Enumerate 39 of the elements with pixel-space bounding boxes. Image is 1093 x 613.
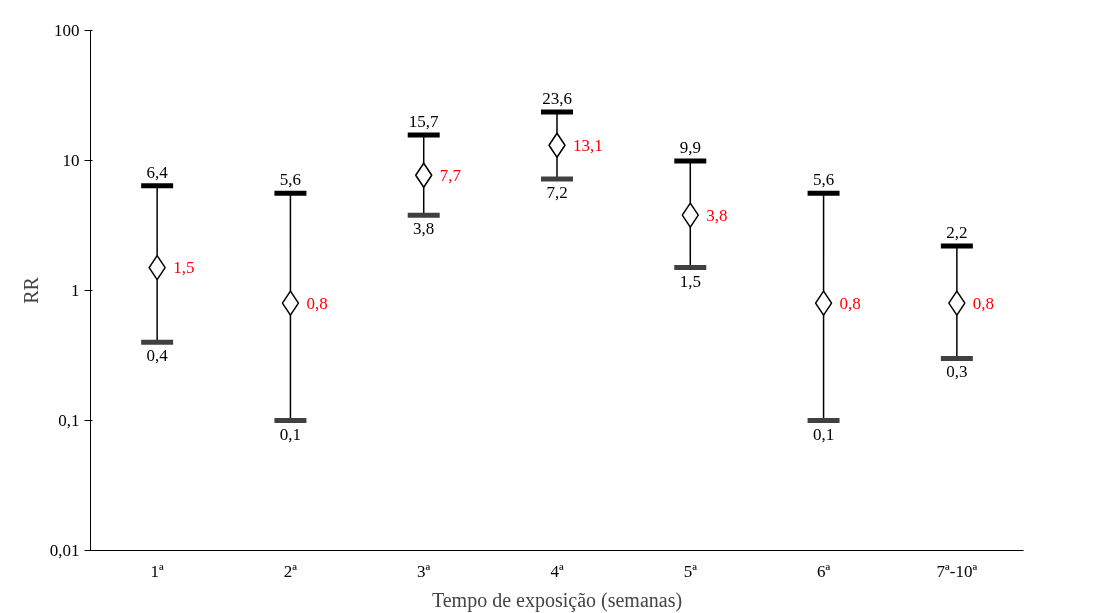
annotation: 5,6 xyxy=(812,170,835,190)
y-axis-title: RR xyxy=(19,276,42,304)
annotation: 7,2 xyxy=(546,183,568,203)
annotation: 2,2 xyxy=(946,222,968,242)
data-label: 0,8 xyxy=(839,293,861,313)
data-label: 0,8 xyxy=(972,293,995,313)
point xyxy=(681,202,700,228)
data-label: 7,7 xyxy=(439,165,462,185)
y-tick-label: 1 xyxy=(71,281,80,300)
point xyxy=(414,162,433,189)
data-label: 1,5 xyxy=(173,258,195,278)
y-tick-label: 100 xyxy=(54,21,80,40)
annotation: 0,1 xyxy=(279,424,302,444)
x-tick-label: 4ª xyxy=(550,561,564,581)
annotation: 0,4 xyxy=(146,346,169,366)
data-label: 13,1 xyxy=(573,135,603,155)
y-tick-label: 10 xyxy=(62,151,80,170)
y-tick-label: 0,1 xyxy=(58,411,80,430)
data-label: 0,8 xyxy=(306,293,328,313)
x-tick-label: 7ª-10ª xyxy=(936,561,978,581)
x-axis-title: Tempo de exposição (semanas) xyxy=(431,588,683,612)
annotation: 3,8 xyxy=(413,219,435,239)
annotation: 5,6 xyxy=(279,170,302,190)
x-tick-label: 1ª xyxy=(150,561,165,581)
annotation: 1,5 xyxy=(679,271,701,291)
y-tick-label: 0,01 xyxy=(49,541,80,560)
annotation: 9,9 xyxy=(679,138,701,158)
point xyxy=(814,290,833,316)
data-label: 3,8 xyxy=(706,205,728,225)
annotation: 15,7 xyxy=(408,112,440,132)
annotation: 0,3 xyxy=(946,362,968,382)
point xyxy=(281,290,300,316)
x-tick-label: 6ª xyxy=(816,561,831,581)
annotation: 6,4 xyxy=(146,162,169,182)
x-tick-label: 5ª xyxy=(683,561,698,581)
x-tick-label: 3ª xyxy=(417,561,431,581)
annotation: 23,6 xyxy=(542,89,572,109)
annotation: 0,1 xyxy=(812,424,835,444)
x-tick-label: 2ª xyxy=(283,561,298,581)
